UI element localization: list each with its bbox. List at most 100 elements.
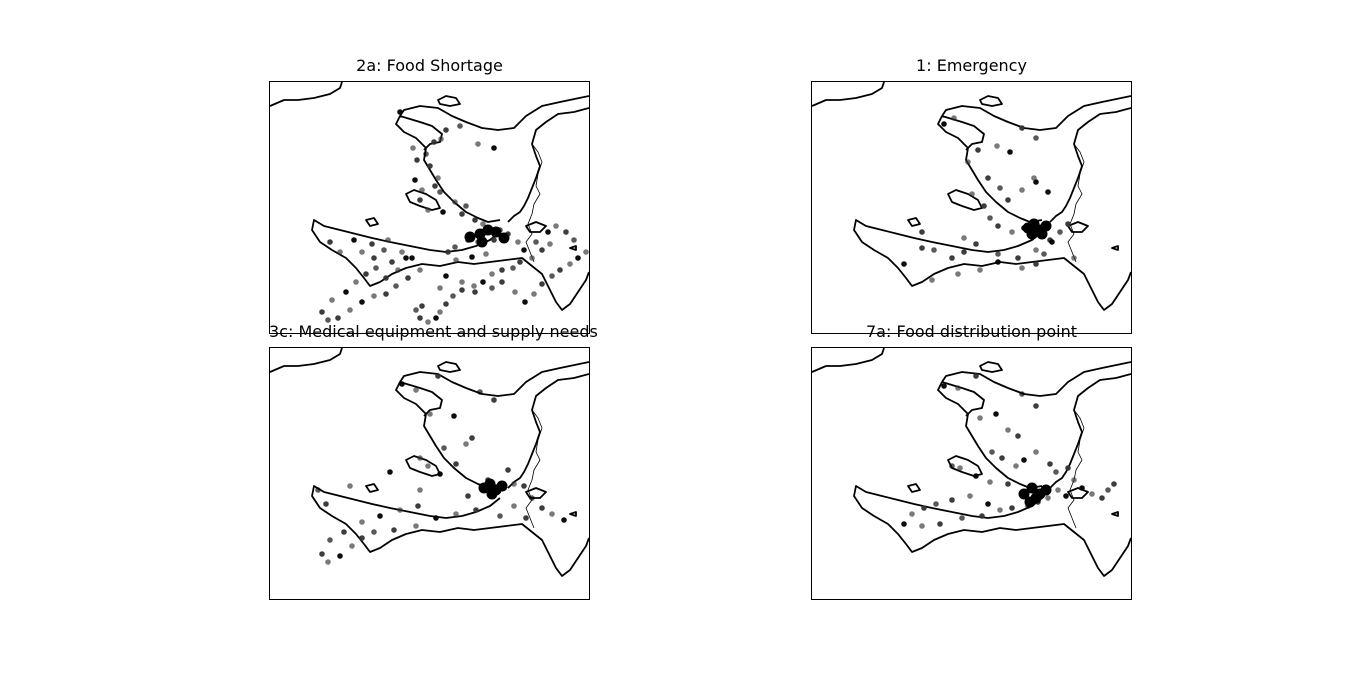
report-point bbox=[1005, 197, 1011, 203]
report-point bbox=[1065, 465, 1071, 471]
report-point bbox=[363, 271, 369, 277]
report-point bbox=[1071, 477, 1077, 483]
report-point bbox=[997, 185, 1003, 191]
report-point bbox=[425, 207, 431, 213]
report-point bbox=[994, 143, 1000, 149]
report-point bbox=[373, 265, 379, 271]
report-point bbox=[437, 285, 443, 291]
coast-dot1 bbox=[1111, 511, 1119, 517]
coast-small2 bbox=[525, 221, 547, 233]
report-cluster-point bbox=[486, 488, 498, 500]
coast-tortuga bbox=[437, 361, 461, 373]
report-point bbox=[413, 307, 419, 313]
report-point bbox=[571, 237, 577, 243]
report-point bbox=[489, 271, 495, 277]
report-point bbox=[437, 189, 443, 195]
coast-topleft bbox=[812, 348, 885, 373]
report-point bbox=[979, 513, 985, 519]
report-point bbox=[433, 315, 439, 321]
report-point bbox=[414, 157, 420, 163]
report-point bbox=[377, 513, 383, 519]
report-point bbox=[491, 397, 497, 403]
report-point bbox=[1019, 391, 1025, 397]
report-point bbox=[413, 523, 419, 529]
report-point bbox=[987, 479, 993, 485]
report-point bbox=[1019, 125, 1025, 131]
report-point bbox=[371, 255, 377, 261]
report-point bbox=[451, 413, 457, 419]
report-point bbox=[1045, 189, 1051, 195]
report-cluster-point bbox=[1040, 484, 1052, 496]
report-point bbox=[961, 235, 967, 241]
report-point bbox=[1013, 463, 1019, 469]
report-point bbox=[929, 277, 935, 283]
report-point bbox=[351, 237, 357, 243]
report-point bbox=[325, 559, 331, 565]
report-point bbox=[395, 267, 401, 273]
report-point bbox=[549, 511, 555, 517]
report-point bbox=[1033, 449, 1039, 455]
report-point bbox=[1031, 175, 1037, 181]
coast-topleft bbox=[812, 82, 885, 107]
report-point bbox=[327, 239, 333, 245]
report-point bbox=[469, 254, 475, 260]
report-point bbox=[415, 503, 421, 509]
report-point bbox=[529, 495, 535, 501]
report-point bbox=[995, 259, 1001, 265]
coast-border bbox=[1067, 409, 1085, 529]
report-cluster-point bbox=[464, 231, 476, 243]
coast-haiti bbox=[937, 361, 1131, 489]
report-point bbox=[389, 259, 395, 265]
report-point bbox=[459, 279, 465, 285]
report-point bbox=[469, 435, 475, 441]
report-point bbox=[337, 249, 343, 255]
report-point bbox=[1033, 247, 1039, 253]
coast-small1 bbox=[365, 217, 379, 227]
coast-topleft bbox=[270, 82, 343, 107]
report-point bbox=[443, 301, 449, 307]
report-point bbox=[383, 275, 389, 281]
panel-title: 7a: Food distribution point bbox=[866, 322, 1077, 341]
panel-title: 1: Emergency bbox=[916, 56, 1027, 75]
coast-south bbox=[311, 219, 589, 311]
report-point bbox=[931, 247, 937, 253]
report-point bbox=[1041, 251, 1047, 257]
report-point bbox=[459, 287, 465, 293]
report-point bbox=[341, 529, 347, 535]
report-point bbox=[949, 497, 955, 503]
report-point bbox=[353, 279, 359, 285]
report-point bbox=[463, 441, 469, 447]
report-point bbox=[941, 121, 947, 127]
coast-gonave bbox=[405, 189, 441, 211]
report-point bbox=[452, 244, 458, 250]
report-point bbox=[523, 515, 529, 521]
haiti-map bbox=[812, 348, 1131, 577]
report-point bbox=[325, 317, 331, 323]
coast-north bbox=[1049, 373, 1131, 489]
report-point bbox=[997, 507, 1003, 513]
report-point bbox=[1009, 505, 1015, 511]
report-points bbox=[315, 373, 567, 565]
report-point bbox=[511, 481, 517, 487]
report-point bbox=[521, 483, 527, 489]
report-point bbox=[412, 177, 418, 183]
coast-tortuga bbox=[979, 361, 1003, 373]
map-frame bbox=[269, 347, 590, 600]
report-point bbox=[955, 271, 961, 277]
coastline bbox=[270, 348, 589, 577]
panel-title: 2a: Food Shortage bbox=[356, 56, 503, 75]
report-point bbox=[417, 267, 423, 273]
coast-north bbox=[507, 107, 589, 223]
report-point bbox=[941, 383, 947, 389]
report-point bbox=[335, 315, 341, 321]
report-point bbox=[1053, 469, 1059, 475]
report-point bbox=[919, 245, 925, 251]
report-point bbox=[521, 247, 527, 253]
report-point bbox=[413, 387, 419, 393]
report-point bbox=[489, 285, 495, 291]
map-frame bbox=[811, 347, 1132, 600]
report-point bbox=[957, 465, 963, 471]
report-point bbox=[465, 493, 471, 499]
report-point bbox=[453, 511, 459, 517]
report-point bbox=[937, 521, 943, 527]
